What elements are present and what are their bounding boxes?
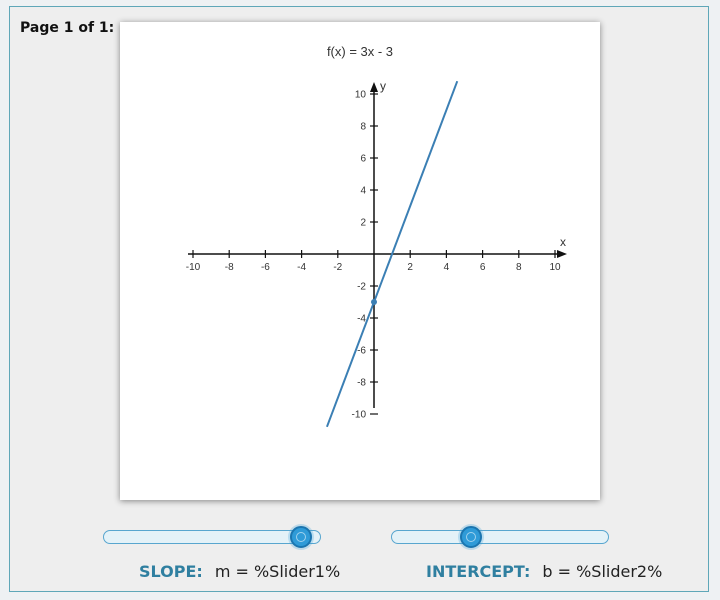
- x-tick-label: 2: [407, 262, 413, 273]
- x-tick-label: -10: [186, 262, 201, 273]
- intercept-slider[interactable]: [391, 526, 609, 548]
- graph-title: f(x) = 3x - 3: [327, 44, 393, 59]
- y-tick-label: 8: [360, 122, 366, 133]
- intercept-label: INTERCEPT:: [426, 562, 531, 581]
- slope-slider-handle[interactable]: [290, 526, 312, 548]
- x-tick-label: 6: [480, 262, 486, 273]
- page-label: Page 1 of 1:: [20, 20, 115, 36]
- slope-slider[interactable]: [103, 526, 321, 548]
- y-tick-label: 2: [360, 218, 366, 229]
- y-tick-label: 6: [360, 154, 366, 165]
- y-axis-label: y: [380, 79, 386, 93]
- intercept-caption: INTERCEPT: b = %Slider2%: [426, 562, 662, 581]
- x-axis-arrow: [557, 250, 567, 258]
- graph-card: f(x) = 3x - 3 x y -10 -8 -6 -4 -2 2 4 6 8 10 10 8 6 4 2 -2…: [120, 22, 600, 500]
- x-tick-label: 10: [549, 262, 561, 273]
- slope-caption: SLOPE: m = %Slider1%: [139, 562, 340, 581]
- y-tick-label: 4: [360, 186, 366, 197]
- slope-label: SLOPE:: [139, 562, 203, 581]
- slope-formula: m = %Slider1%: [214, 562, 341, 581]
- y-tick-label: 10: [355, 90, 367, 101]
- x-tick-label: -6: [261, 262, 270, 273]
- y-intercept-point: [371, 299, 377, 305]
- y-tick-label: -8: [357, 378, 366, 389]
- x-tick-label: -2: [333, 262, 342, 273]
- function-line: [326, 80, 459, 428]
- x-tick-label: -4: [297, 262, 306, 273]
- intercept-slider-handle[interactable]: [460, 526, 482, 548]
- y-tick-label: -10: [352, 410, 367, 421]
- y-tick-label: -6: [357, 346, 366, 357]
- x-tick-label: 4: [444, 262, 450, 273]
- x-axis-label: x: [560, 235, 566, 249]
- x-tick-label: 8: [516, 262, 522, 273]
- y-tick-label: -4: [357, 314, 366, 325]
- y-tick-label: -2: [357, 282, 366, 293]
- x-tick-label: -8: [225, 262, 234, 273]
- intercept-formula: b = %Slider2%: [542, 562, 663, 581]
- function-graph: f(x) = 3x - 3 x y -10 -8 -6 -4 -2 2 4 6 8 10 10 8 6 4 2 -2…: [186, 44, 567, 428]
- y-axis-arrow: [370, 82, 378, 92]
